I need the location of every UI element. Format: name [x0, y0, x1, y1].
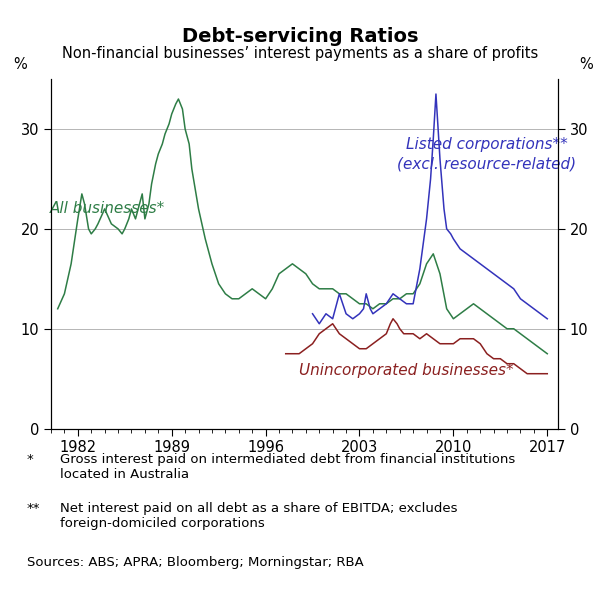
- Text: **: **: [27, 502, 41, 514]
- Text: %: %: [580, 57, 593, 72]
- Text: Listed corporations**
(excl. resource-related): Listed corporations** (excl. resource-re…: [397, 137, 577, 171]
- Text: Unincorporated businesses*: Unincorporated businesses*: [299, 363, 514, 378]
- Text: Gross interest paid on intermediated debt from financial institutions
located in: Gross interest paid on intermediated deb…: [60, 453, 515, 481]
- Text: Sources: ABS; APRA; Bloomberg; Morningstar; RBA: Sources: ABS; APRA; Bloomberg; Morningst…: [27, 556, 364, 569]
- Text: *: *: [27, 453, 34, 466]
- Text: %: %: [13, 57, 27, 72]
- Text: Debt-servicing Ratios: Debt-servicing Ratios: [182, 27, 418, 46]
- Text: Net interest paid on all debt as a share of EBITDA; excludes
foreign-domiciled c: Net interest paid on all debt as a share…: [60, 502, 458, 530]
- Text: All businesses*: All businesses*: [50, 201, 165, 216]
- Text: Non-financial businesses’ interest payments as a share of profits: Non-financial businesses’ interest payme…: [62, 46, 538, 61]
